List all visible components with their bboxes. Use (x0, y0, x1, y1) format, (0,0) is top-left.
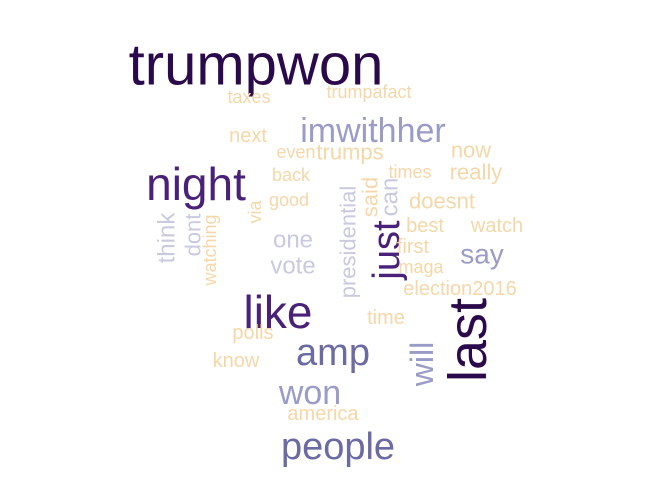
word-say: say (460, 239, 504, 270)
word-next: next (229, 125, 267, 147)
word-can: can (377, 178, 404, 217)
word-via: via (245, 200, 265, 224)
word-vote: vote (270, 253, 315, 280)
word-said: said (358, 177, 383, 217)
word-imwithher: imwithher (300, 112, 445, 150)
word-america: america (287, 403, 359, 425)
word-election2016: election2016 (403, 278, 516, 300)
word-trumpwon: trumpwon (129, 33, 384, 98)
word-trumpafact: trumpafact (326, 82, 411, 102)
word-taxes: taxes (227, 87, 270, 107)
word-just: just (366, 220, 408, 281)
word-best: best (406, 215, 444, 237)
word-times: times (388, 162, 431, 182)
word-watching: watching (200, 214, 220, 286)
word-now: now (451, 138, 491, 163)
word-won: won (278, 374, 341, 412)
word-polls: polls (232, 322, 273, 344)
word-last: last (438, 298, 498, 382)
word-good: good (269, 190, 309, 210)
word-doesnt: doesnt (409, 189, 475, 214)
word-night: night (146, 158, 246, 210)
word-even: even (276, 142, 315, 162)
word-think: think (154, 212, 181, 264)
word-dont: dont (181, 214, 206, 257)
word-maga: maga (398, 257, 444, 277)
word-back: back (272, 165, 311, 185)
word-time: time (367, 307, 405, 329)
word-will: will (404, 342, 440, 387)
word-presidential: presidential (336, 186, 361, 299)
word-know: know (213, 350, 260, 372)
word-like: like (243, 286, 312, 338)
word-really: really (450, 160, 503, 185)
word-first: first (397, 236, 430, 258)
word-one: one (273, 227, 313, 254)
word-trumps: trumps (316, 140, 383, 165)
word-people: people (281, 426, 395, 468)
word-watch: watch (470, 215, 523, 237)
word-amp: amp (296, 332, 370, 374)
